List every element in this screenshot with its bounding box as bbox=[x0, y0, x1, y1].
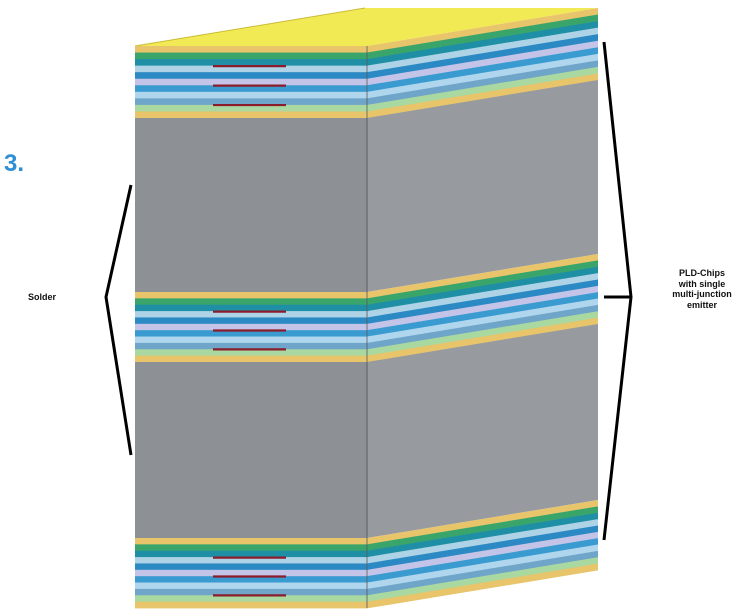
chip-2-side-layer bbox=[367, 273, 598, 318]
solder-2-front bbox=[135, 362, 367, 538]
chip-3-front-layer bbox=[135, 576, 367, 583]
chip-2-front-layer bbox=[135, 298, 367, 306]
solder-bracket bbox=[104, 184, 133, 456]
chip-2-side-layer bbox=[367, 311, 598, 357]
chip-3-side-layer bbox=[367, 531, 598, 577]
chip-2-front-layer bbox=[135, 336, 367, 344]
pld-chip-label-line-1: PLD-Chips bbox=[679, 268, 725, 278]
chip-1-front-layer bbox=[135, 52, 367, 60]
chip-1-front-layer bbox=[135, 85, 367, 93]
chip-3-front-layer bbox=[135, 563, 367, 571]
chip-3-side-layer bbox=[367, 563, 598, 609]
chip-3-front-layer bbox=[135, 595, 367, 603]
chip-1-front-layer bbox=[135, 98, 367, 106]
chip-3-front-layer bbox=[135, 569, 367, 577]
pld-chip-label-line-3: multi-junction bbox=[672, 289, 732, 299]
chip-3-side-layer bbox=[367, 500, 598, 545]
chip-3-side-layer bbox=[367, 506, 598, 552]
chip-1-front-layer bbox=[135, 111, 367, 119]
chip-2-front-layer bbox=[135, 317, 367, 325]
chip-1-side-layer bbox=[367, 47, 598, 93]
chip-2-front-layer bbox=[135, 323, 367, 331]
chip-2-front-layer bbox=[135, 311, 367, 318]
pld-chip-label-line-4: emitter bbox=[686, 299, 717, 310]
chip-3-side-layer bbox=[367, 550, 598, 596]
chip-3-side-layer bbox=[367, 525, 598, 571]
chip-3-front-layer bbox=[135, 601, 367, 609]
chip-1-side-layer bbox=[367, 73, 598, 119]
chip-3-front-layer bbox=[135, 588, 367, 596]
solder-2-side bbox=[367, 324, 598, 538]
chip-3-front-layer bbox=[135, 544, 367, 552]
top-cap bbox=[135, 8, 598, 46]
brackets bbox=[104, 41, 633, 541]
solder-1-front bbox=[135, 118, 367, 292]
chip-2-front-layer bbox=[135, 292, 367, 299]
chip-2-side-layer bbox=[367, 292, 598, 337]
chip-1-front-layer bbox=[135, 72, 367, 80]
chip-3-front-layer bbox=[135, 582, 367, 590]
chip-2-side-layer bbox=[367, 285, 598, 331]
chip-3-front-layer bbox=[135, 538, 367, 545]
chip-2-front-layer bbox=[135, 304, 367, 312]
chip-1-side-layer bbox=[367, 53, 598, 99]
chip-2-side-layer bbox=[367, 279, 598, 325]
chip-2-side-layer bbox=[367, 304, 598, 350]
chip-2-side-layer bbox=[367, 254, 598, 299]
chip-1-side-layer bbox=[367, 8, 598, 53]
chip-1-front-layer bbox=[135, 46, 367, 53]
chip-2-side-layer bbox=[367, 260, 598, 306]
layer-stacks bbox=[134, 7, 598, 609]
chip-2-front-layer bbox=[135, 349, 367, 357]
chip-2-front-layer bbox=[135, 342, 367, 350]
chip-1-front-layer bbox=[135, 91, 367, 99]
step-number: 3. bbox=[4, 150, 25, 177]
chip-3-front-layer bbox=[135, 557, 367, 564]
chip-1-front-layer bbox=[135, 65, 367, 73]
chip-1-side-layer bbox=[367, 14, 598, 60]
pld-chip-label: PLD-Chips with single multi-junction emi… bbox=[659, 268, 745, 310]
chip-3-side-layer bbox=[367, 544, 598, 590]
chip-1-side-layer bbox=[367, 60, 598, 106]
chip-1-side-layer bbox=[367, 34, 598, 80]
chip-2-front-layer bbox=[135, 355, 367, 363]
chip-3-side-layer bbox=[367, 557, 598, 603]
chip-bracket bbox=[602, 41, 633, 541]
chip-1-side-layer bbox=[367, 66, 598, 112]
pld-chip-label-line-2: with single bbox=[678, 278, 726, 289]
chip-3-side-layer bbox=[367, 519, 598, 564]
chip-2-front-layer bbox=[135, 330, 367, 337]
chip-1-side-layer bbox=[367, 40, 598, 86]
chip-2-side-layer bbox=[367, 266, 598, 312]
chip-2-side-layer bbox=[367, 298, 598, 344]
chip-2-side-layer bbox=[367, 317, 598, 363]
chip-1-side-layer bbox=[367, 27, 598, 73]
chip-1-front-layer bbox=[135, 59, 367, 67]
solder-1-side bbox=[367, 80, 598, 292]
solder-label: Solder bbox=[28, 292, 57, 302]
chip-1-front-layer bbox=[135, 78, 367, 86]
chip-3-front-layer bbox=[135, 550, 367, 558]
chip-1-front-layer bbox=[135, 104, 367, 112]
chip-3-side-layer bbox=[367, 538, 598, 583]
top-cap-edge bbox=[134, 7, 366, 47]
chip-1-side-layer bbox=[367, 21, 598, 67]
chip-3-side-layer bbox=[367, 512, 598, 558]
